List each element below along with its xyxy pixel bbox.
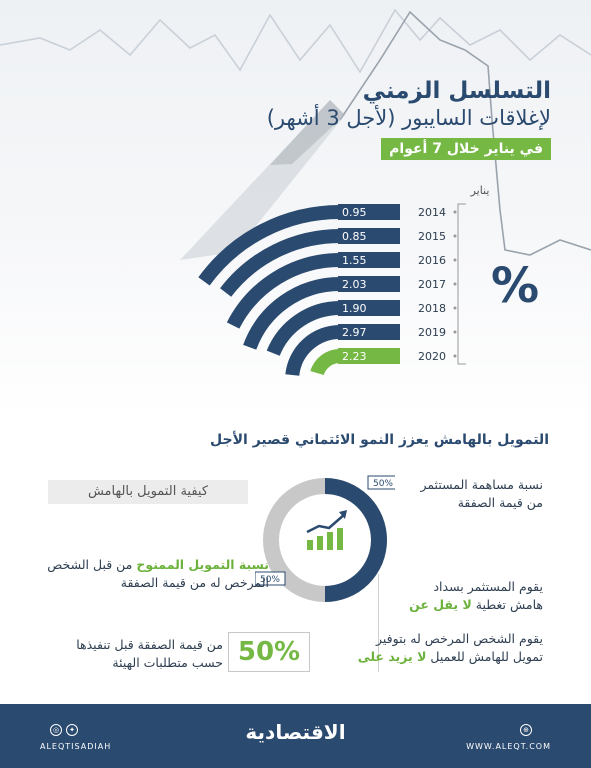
financing-text: نسبة التمويل الممنوح من قبل الشخص المرخص… (47, 556, 269, 592)
financing-title: نسبة التمويل الممنوح (136, 557, 269, 572)
brand-logo: الاقتصادية (245, 720, 346, 744)
donut-bottom-pct: 50% (260, 575, 280, 585)
year-label-2016: 2016 (418, 254, 446, 267)
background-decoration (0, 8, 591, 260)
website-link[interactable]: WWW.ALEQT.COM (466, 742, 551, 751)
licensed-line-2: تمويل للهامش للعميل لا يزيد على (358, 648, 543, 666)
tick-dot-2018 (453, 306, 457, 310)
value-label-2015: 0.85 (342, 230, 367, 243)
value-label-bg-2016 (338, 252, 400, 268)
licensed-line-1: يقوم الشخص المرخص له بتوفير (375, 631, 543, 646)
licensed-text: يقوم الشخص المرخص له بتوفير تمويل للهامش… (358, 630, 543, 666)
year-label-2019: 2019 (418, 326, 446, 339)
title-block: التسلسل الزمني لإغلاقات السايبور (لأجل 3… (267, 78, 551, 160)
licensed-green: لا يزيد على (357, 649, 427, 664)
saibor-chart: 0.95 2014 0.85 2015 1.55 2016 2.03 2017 1.90 2018… (198, 184, 539, 377)
value-label-bg-2017 (338, 276, 400, 292)
bar-2014 (198, 205, 341, 286)
title-line-1: التسلسل الزمني (362, 78, 551, 104)
year-label-2020: 2020 (418, 350, 446, 363)
value-label-2018: 1.90 (342, 302, 367, 315)
bar-2015 (220, 229, 341, 297)
title-line-2: لإغلاقات السايبور (لأجل 3 أشهر) (266, 106, 551, 130)
tick-dot-2017 (453, 282, 457, 286)
year-label-2018: 2018 (418, 302, 446, 315)
web-icon[interactable]: ⊕ (520, 724, 532, 736)
instagram-icon[interactable]: ◎ (50, 724, 62, 736)
fifty-percent-box: 50% (228, 632, 310, 672)
margin-donut: 50% 50% (255, 475, 395, 602)
title-line-3: في يناير خلال 7 أعوام (381, 138, 551, 160)
value-label-bg-2018 (338, 300, 400, 316)
investor-pays-text: يقوم المستثمر بسداد هامش تغطية لا يقل عن (409, 578, 543, 614)
bar-2018 (266, 301, 341, 357)
value-label-bg-2019 (338, 324, 400, 340)
footer: ◎ ✦ الاقتصادية ALEQTISADIAH ⊕ WWW.ALEQT.… (0, 704, 591, 768)
investor-pays-line-1: يقوم المستثمر بسداد (433, 579, 543, 594)
axis-label-january: يناير (470, 184, 490, 197)
growth-chart-icon (306, 510, 347, 550)
financing-rest: من قبل الشخص المرخص له من قيمة الصفقة (47, 557, 269, 590)
tick-dot-2020 (453, 354, 457, 358)
value-label-2017: 2.03 (342, 278, 367, 291)
year-label-2015: 2015 (418, 230, 446, 243)
section-title: التمويل بالهامش يعزز النمو الائتماني قصي… (210, 432, 549, 448)
investor-pays-green: لا يقل عن (409, 597, 472, 612)
tick-dot-2019 (453, 330, 457, 334)
tick-dot-2015 (453, 234, 457, 238)
year-label-2017: 2017 (418, 278, 446, 291)
twitter-icon[interactable]: ✦ (66, 724, 78, 736)
divider (378, 574, 379, 672)
tick-dot-2016 (453, 258, 457, 262)
bar-2020 (310, 348, 341, 376)
tick-dot-2014 (453, 210, 457, 214)
value-label-bg-2014 (338, 204, 400, 220)
deal-value-text: من قيمة الصفقة قبل تنفيذها حسب متطلبات ا… (76, 637, 223, 670)
chart-area: 0.95 2014 0.85 2015 1.55 2016 2.03 2017 1.90 2018… (0, 0, 591, 420)
investor-pays-line-2: هامش تغطية لا يقل عن (409, 596, 543, 614)
investor-pays-line-2a: هامش تغطية (471, 597, 543, 612)
value-label-bg-2015 (338, 228, 400, 244)
donut-top-pct: 50% (373, 479, 393, 489)
licensed-line-2a: تمويل للهامش للعميل (426, 649, 543, 664)
year-bracket (457, 203, 466, 365)
value-label-2019: 2.97 (342, 326, 367, 339)
value-label-2014: 0.95 (342, 206, 367, 219)
bar-2017 (243, 277, 341, 350)
bar-2016 (226, 253, 341, 329)
value-label-2016: 1.55 (342, 254, 367, 267)
social-handle[interactable]: ALEQTISADIAH (40, 742, 112, 751)
bar-2019 (285, 325, 341, 377)
how-margin-financing-header: كيفية التمويل بالهامش (48, 480, 248, 504)
year-label-2014: 2014 (418, 206, 446, 219)
percent-symbol: % (491, 258, 539, 314)
value-label-2020: 2.23 (342, 350, 367, 363)
value-label-bg-2020 (338, 348, 400, 364)
investor-share-text: نسبة مساهمة المستثمر من قيمة الصفقة (420, 477, 543, 510)
